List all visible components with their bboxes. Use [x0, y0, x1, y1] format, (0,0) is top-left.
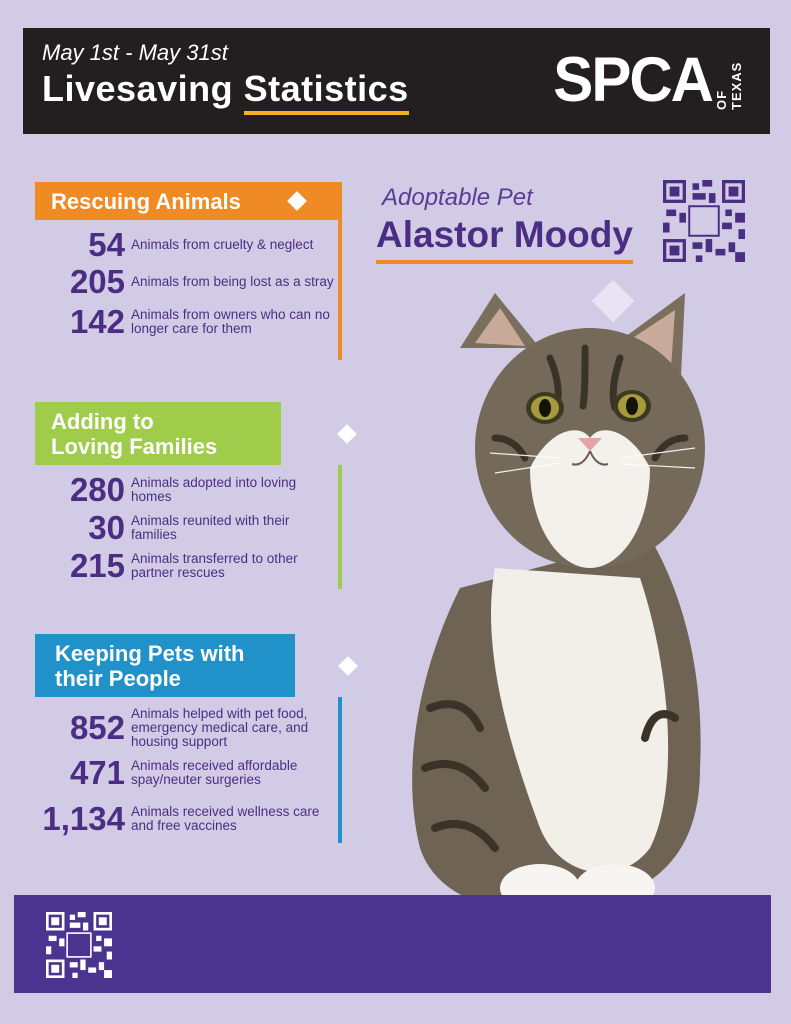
adoptable-pet-label: Adoptable Pet: [382, 184, 533, 211]
stat-description: Animals received affordable spay/neuter …: [131, 758, 298, 787]
date-range: May 1st - May 31st: [42, 40, 228, 65]
logo-sub-text: OF TEXAS: [714, 61, 744, 110]
stat-description: Animals adopted into loving homes: [131, 475, 297, 504]
section-stats: 280 Animals adopted into loving homes 30…: [35, 465, 342, 589]
section-header: Keeping Pets with their People: [35, 634, 358, 697]
stat-description: Animals from cruelty & neglect: [131, 237, 314, 252]
chevron-right-icon: [287, 191, 307, 211]
section-keeping-pets: Keeping Pets with their People 852 Anima…: [35, 634, 358, 843]
stat-row: 30 Animals reunited with their families: [35, 509, 342, 547]
stat-description: Animals transferred to other partner res…: [131, 551, 298, 580]
stat-description: Animals from owners who can no longer ca…: [131, 307, 330, 336]
stat-row: 54 Animals from cruelty & neglect: [35, 228, 342, 262]
stat-row: 280 Animals adopted into loving homes: [35, 471, 342, 509]
qr-code-graphic: [46, 912, 112, 978]
pet-name: Alastor Moody: [376, 214, 633, 264]
header-banner: May 1st - May 31st Livesaving Statistics…: [23, 28, 770, 134]
section-header: Rescuing Animals: [35, 182, 342, 220]
stat-number: 215: [69, 547, 125, 584]
stat-row: 1,134 Animals received wellness care and…: [29, 795, 342, 843]
chevron-right-icon: [337, 423, 357, 444]
stat-number: 205: [69, 263, 125, 300]
stat-description: Animals from being lost as a stray: [131, 274, 334, 289]
spca-logo: SPCA OF TEXAS: [553, 44, 744, 115]
title-part-2: Statistics: [243, 68, 409, 115]
stat-number: 1,134: [42, 800, 125, 837]
qr-code-graphic: [663, 180, 745, 262]
section-header: Adding to Loving Families: [35, 402, 357, 465]
section-title: Rescuing Animals: [51, 189, 241, 214]
section-stats: 852 Animals helped with pet food, emerge…: [35, 697, 342, 843]
page-title: Livesaving Statistics: [42, 68, 409, 115]
stat-row: 852 Animals helped with pet food, emerge…: [35, 705, 342, 751]
stat-description: Animals received wellness care and free …: [131, 804, 320, 833]
cat-illustration: [412, 293, 705, 912]
qr-code-icon[interactable]: [663, 180, 745, 262]
footer-banner: [14, 895, 771, 993]
stat-description: Animals helped with pet food, emergency …: [131, 706, 309, 749]
stat-number: 852: [69, 709, 125, 746]
stat-number: 142: [69, 303, 125, 340]
section-title: Adding to Loving Families: [51, 409, 218, 459]
stat-row: 205 Animals from being lost as a stray: [35, 262, 342, 302]
stat-number: 30: [88, 509, 125, 546]
logo-main-text: SPCA: [553, 44, 714, 115]
stat-row: 471 Animals received affordable spay/neu…: [35, 751, 342, 795]
section-stats: 54 Animals from cruelty & neglect 205 An…: [35, 220, 342, 360]
stat-number: 471: [69, 754, 125, 791]
stat-number: 280: [69, 471, 125, 508]
stat-description: Animals reunited with their families: [131, 513, 290, 542]
cat-photo: [400, 288, 710, 928]
qr-code-footer-icon[interactable]: [46, 912, 112, 978]
section-rescuing-animals: Rescuing Animals 54 Animals from cruelty…: [35, 182, 342, 360]
stat-row: 215 Animals transferred to other partner…: [35, 547, 342, 585]
section-title: Keeping Pets with their People: [55, 641, 245, 691]
chevron-right-icon: [338, 655, 358, 676]
stat-number: 54: [88, 226, 125, 263]
title-part-1: Livesaving: [42, 68, 244, 109]
stat-row: 142 Animals from owners who can no longe…: [35, 302, 342, 342]
section-adding-to-families: Adding to Loving Families 280 Animals ad…: [35, 402, 357, 589]
